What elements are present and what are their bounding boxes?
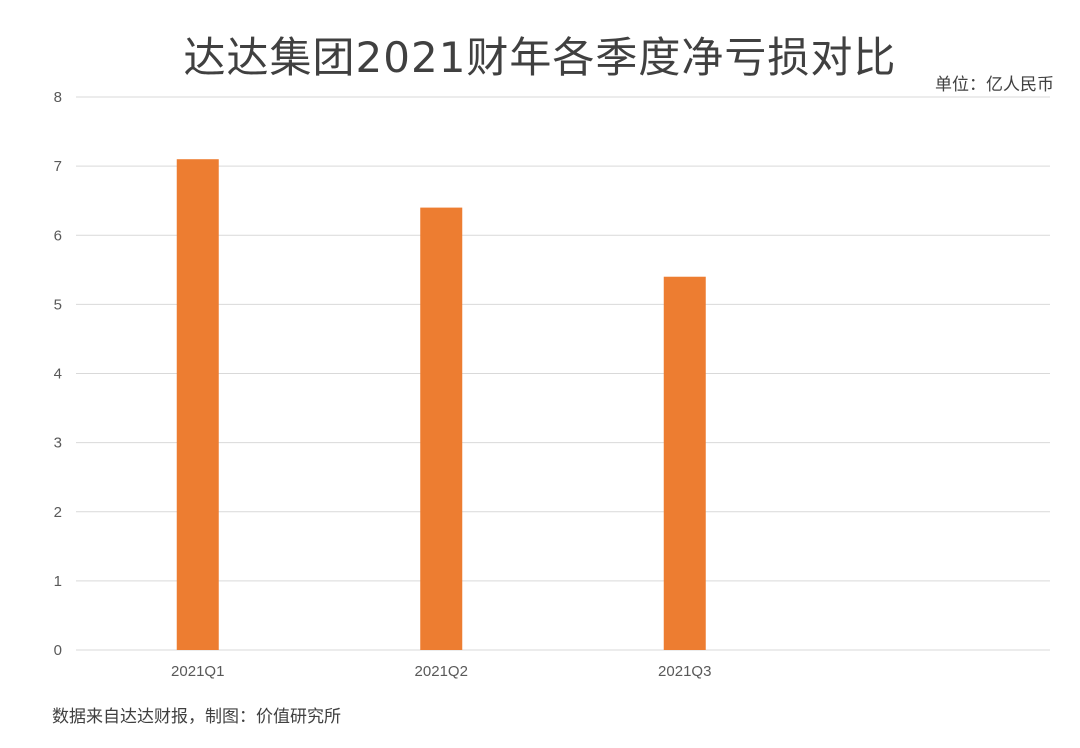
source-note: 数据来自达达财报，制图：价值研究所 — [52, 707, 341, 727]
bar-2021Q2 — [420, 207, 463, 650]
y-tick-label: 7 — [54, 158, 62, 175]
x-tick-label: 2021Q2 — [415, 663, 468, 680]
gridlines — [76, 96, 1050, 651]
y-tick-label: 0 — [54, 642, 62, 659]
unit-label: 单位：亿人民币 — [935, 75, 1054, 95]
bar-2021Q3 — [663, 276, 706, 650]
y-tick-label: 2 — [54, 504, 62, 521]
y-tick-label: 3 — [54, 435, 62, 452]
y-axis: 0 1 2 3 4 5 6 7 8 — [54, 89, 62, 659]
y-tick-label: 1 — [54, 573, 62, 590]
bars — [176, 159, 706, 650]
x-axis: 2021Q1 2021Q2 2021Q3 — [171, 663, 711, 680]
chart-title: 达达集团2021财年各季度净亏损对比 — [183, 33, 897, 82]
y-tick-label: 5 — [54, 296, 62, 313]
bar-chart: 0 1 2 3 4 5 6 7 8 2021Q1 2021Q2 2021Q3 — [54, 89, 1050, 680]
y-tick-label: 6 — [54, 227, 62, 244]
y-tick-label: 4 — [54, 366, 62, 383]
x-tick-label: 2021Q3 — [658, 663, 711, 680]
x-tick-label: 2021Q1 — [171, 663, 224, 680]
bar-2021Q1 — [176, 159, 219, 650]
y-tick-label: 8 — [54, 89, 62, 106]
